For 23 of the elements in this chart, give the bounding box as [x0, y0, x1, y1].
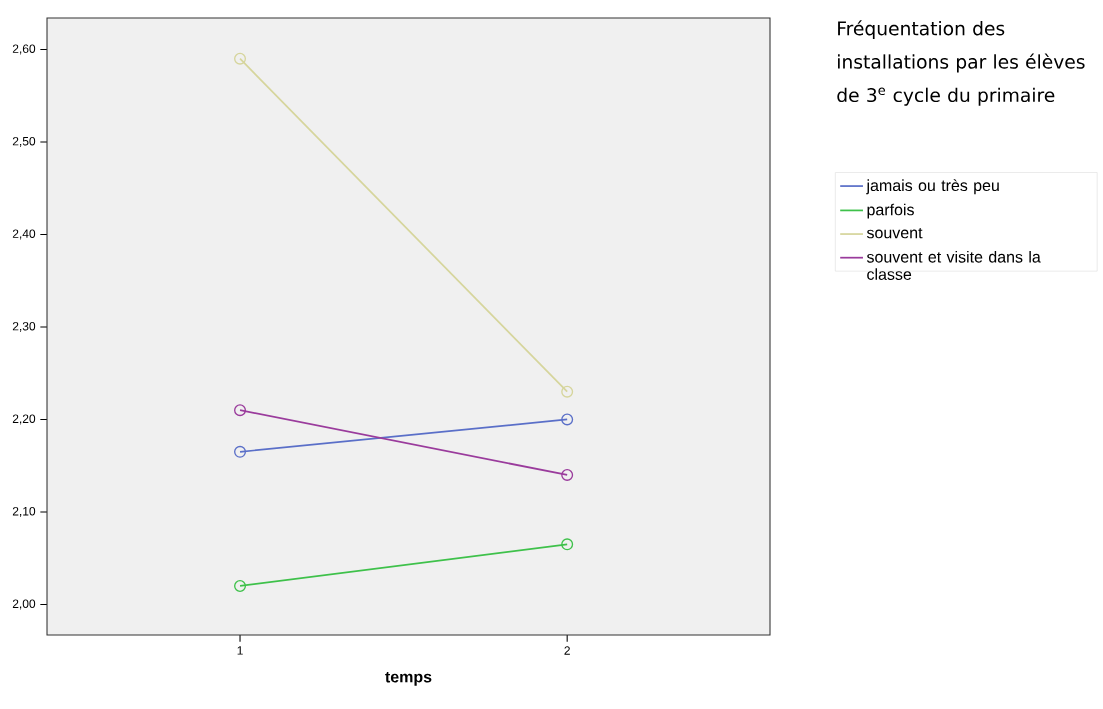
point [561, 413, 574, 426]
point [234, 445, 247, 458]
point [561, 538, 574, 551]
y-tick-label: 2,00 [12, 599, 36, 610]
legend-title: Fréquentation des installations par les élèves de 3$^{e}$ cycle du primaire [837, 20, 1085, 106]
point [234, 404, 247, 417]
point [234, 579, 247, 592]
point [561, 385, 574, 398]
x-tick-label: 2 [564, 646, 570, 655]
y-tick-label: 2,10 [12, 506, 36, 517]
legend-label: jamais ou très peu [866, 179, 999, 195]
x-axis-title: temps [385, 671, 432, 686]
legend-label: parfois [867, 203, 914, 219]
point [234, 52, 247, 65]
y-tick-label: 2,30 [12, 321, 36, 332]
legend-label: souvent et visite dans la classe [866, 250, 1041, 280]
point [561, 468, 574, 481]
x-tick-label: 1 [237, 646, 243, 655]
legend-label: souvent [866, 227, 923, 239]
y-tick-label: 2,20 [12, 414, 36, 425]
y-tick-label: 2,50 [12, 136, 36, 147]
y-tick-label: 2,40 [12, 229, 36, 240]
y-tick-label: 2,60 [12, 44, 36, 55]
